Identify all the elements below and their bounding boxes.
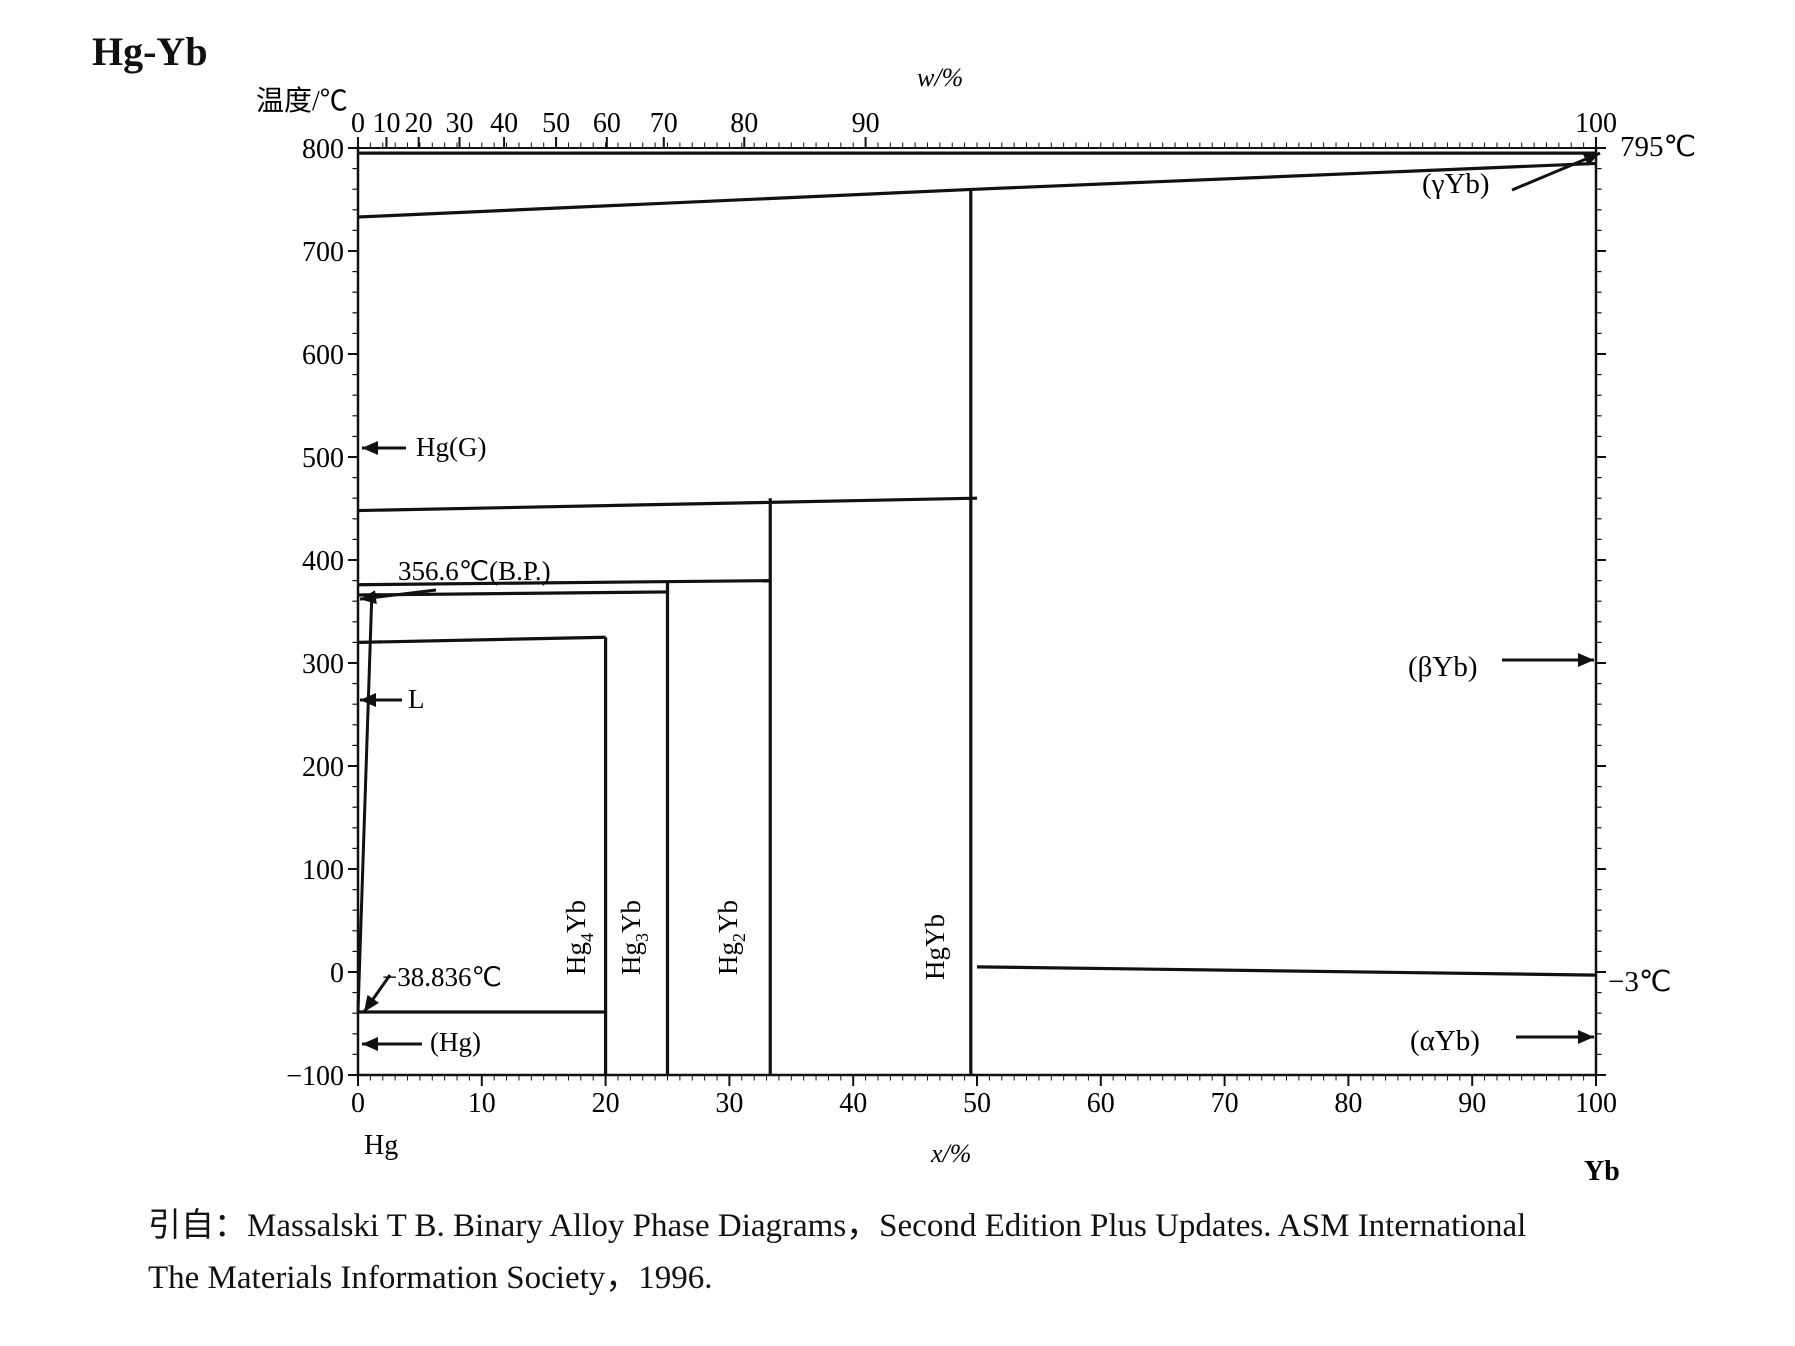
top-tick-label: 60 [593,108,621,139]
boundary-hg2yb-peritectic [357,579,771,587]
left-end-label: Hg [364,1130,398,1161]
arrow-liquid-head [360,693,376,707]
note-yb-melting: 795℃ [1620,131,1696,163]
boundary-hg-liquidus [356,601,374,1013]
note-hg-melting: −38.836℃ [382,962,502,992]
arrow-hg-boiling-head [360,590,377,605]
x-tick-label: 10 [468,1088,496,1119]
top-tick-label: 90 [852,108,880,139]
top-tick-label: 20 [405,108,433,139]
y-tick-label: −100 [286,1061,344,1092]
y-tick-label: 300 [302,649,344,680]
citation-line-2: The Materials Information Society，1996. [148,1260,713,1296]
x-tick-label: 40 [839,1088,867,1119]
x-tick-label: 100 [1575,1088,1617,1119]
x-tick-label: 90 [1458,1088,1486,1119]
bottom-axis-label: x/% [930,1139,971,1168]
y-tick-label: 600 [302,340,344,371]
compound-label-hgyb: HgYb [920,914,950,980]
top-tick-label: 100 [1575,108,1617,139]
note-yb-transition: −3℃ [1608,966,1671,998]
right-end-label: Yb [1584,1156,1620,1187]
y-tick-label: 500 [302,443,344,474]
boundary-hgyb-peritectic [357,496,978,513]
compound-label-hg4yb: Hg4Yb [561,900,597,975]
arrow-alpha-yb-head [1578,1030,1594,1044]
y-tick-label: 100 [302,855,344,886]
y-axis-label: 温度/℃ [256,85,348,117]
arrow-hg-solid-head [362,1037,378,1051]
top-tick-label: 40 [490,108,518,139]
top-tick-label: 80 [730,108,758,139]
arrow-hg-gas-head [362,441,378,455]
x-tick-label: 60 [1087,1088,1115,1119]
compound-label-hg2yb: Hg2Yb [713,900,749,975]
y-tick-label: 800 [302,134,344,165]
top-tick-label: 30 [446,108,474,139]
arrow-hg-melting-head [364,994,379,1012]
phase-label-hg-solid: (Hg) [430,1027,481,1057]
x-tick-label: 50 [963,1088,991,1119]
boundary-yb-alpha-beta [976,965,1597,977]
x-tick-label: 70 [1211,1088,1239,1119]
phase-label-beta-yb: (βYb) [1408,651,1478,683]
compound-label-hg3yb: Hg3Yb [616,900,652,975]
y-tick-label: 700 [302,237,344,268]
y-tick-label: 400 [302,546,344,577]
phase-label-liquid: L [408,684,425,714]
y-tick-label: 0 [330,958,344,989]
top-tick-label: 50 [542,108,570,139]
citation-line-1: 引自：Massalski T B. Binary Alloy Phase Dia… [148,1208,1527,1244]
x-tick-label: 30 [715,1088,743,1119]
note-hg-boiling: 356.6℃(B.P.) [398,556,551,586]
x-tick-label: 20 [592,1088,620,1119]
y-tick-label: 200 [302,752,344,783]
top-axis-label: w/% [917,63,963,92]
phase-label-alpha-yb: (αYb) [1410,1025,1480,1057]
phase-label-gamma-yb: (γYb) [1422,168,1490,200]
phase-label-hg-gas: Hg(G) [416,432,486,462]
top-tick-label: 70 [650,108,678,139]
top-tick-label: 10 [372,108,400,139]
arrow-gamma-yb-head [1582,152,1600,166]
boundary-hg4yb-peritectic [357,635,606,644]
diagram-title: Hg-Yb [92,29,208,74]
x-tick-label: 0 [351,1088,365,1119]
boundary-gas-liquid-upper [357,161,1597,219]
top-tick-label: 0 [351,108,365,139]
arrow-beta-yb-head [1578,653,1594,667]
x-tick-label: 80 [1334,1088,1362,1119]
